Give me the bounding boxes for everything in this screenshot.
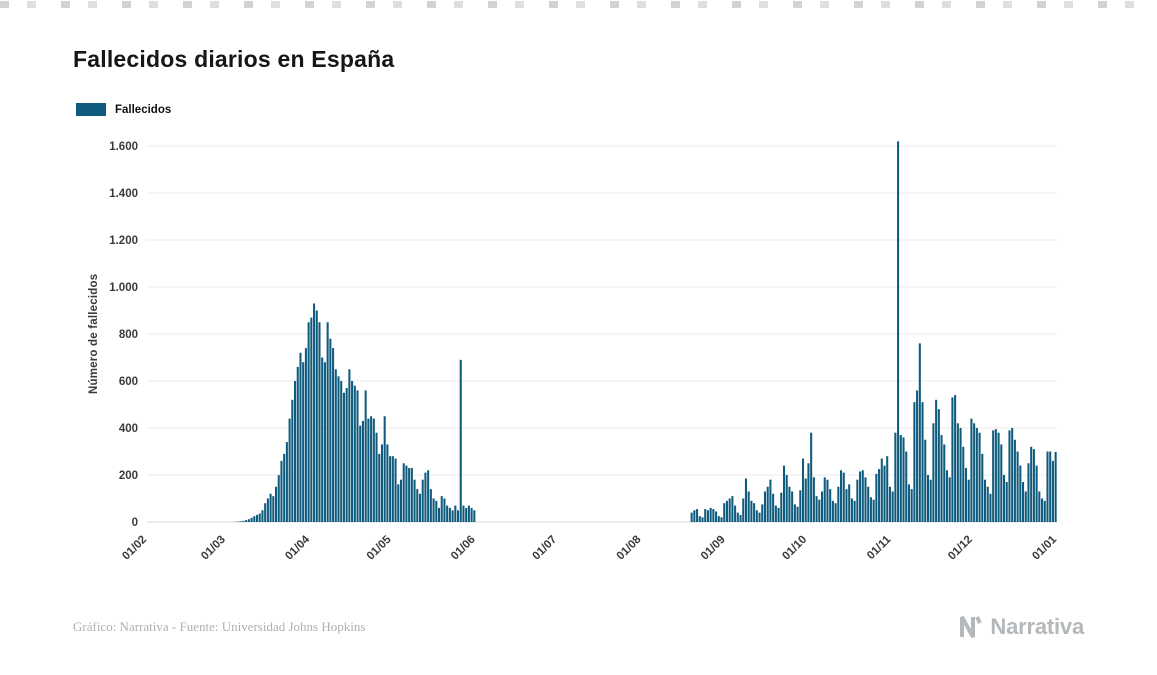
svg-text:400: 400	[119, 423, 138, 435]
source-note: Gráfico: Narrativa - Fuente: Universidad…	[73, 619, 365, 635]
svg-text:1.600: 1.600	[109, 141, 138, 153]
svg-text:01/12: 01/12	[946, 534, 975, 563]
chart-canvas: 0 200 400 600 800 1.000 1.200 1.400 1.600 01/02 01…	[85, 132, 1075, 610]
narrativa-n-icon	[958, 615, 984, 639]
svg-text:1.000: 1.000	[109, 282, 138, 294]
svg-text:01/08: 01/08	[615, 533, 644, 562]
legend-label: Fallecidos	[115, 104, 171, 116]
svg-text:0: 0	[132, 517, 138, 529]
svg-text:1.200: 1.200	[109, 235, 138, 247]
legend-swatch	[76, 103, 106, 116]
page-title: Fallecidos diarios en España	[73, 46, 1157, 73]
svg-text:01/09: 01/09	[699, 534, 728, 563]
svg-text:01/11: 01/11	[865, 533, 894, 562]
top-edge-artifact	[0, 1, 1157, 8]
bar-chart: Número de fallecidos 0 200 400 600 800 1.000 1…	[85, 132, 1075, 610]
svg-text:01/01: 01/01	[1030, 533, 1059, 562]
svg-text:01/06: 01/06	[449, 534, 478, 563]
chart-footer: Gráfico: Narrativa - Fuente: Universidad…	[73, 614, 1084, 640]
y-axis-title: Número de fallecidos	[88, 146, 100, 522]
brand-logo: Narrativa	[958, 614, 1084, 640]
svg-text:01/04: 01/04	[283, 533, 312, 562]
svg-text:01/03: 01/03	[199, 534, 228, 563]
svg-text:01/10: 01/10	[780, 534, 809, 563]
svg-text:200: 200	[119, 470, 138, 482]
brand-wordmark: Narrativa	[990, 614, 1084, 640]
svg-text:01/05: 01/05	[365, 533, 394, 562]
svg-text:01/07: 01/07	[530, 534, 559, 563]
svg-text:600: 600	[119, 376, 138, 388]
svg-text:800: 800	[119, 329, 138, 341]
chart-legend: Fallecidos	[76, 103, 1157, 116]
svg-text:01/02: 01/02	[120, 534, 149, 563]
svg-text:1.400: 1.400	[109, 188, 138, 200]
